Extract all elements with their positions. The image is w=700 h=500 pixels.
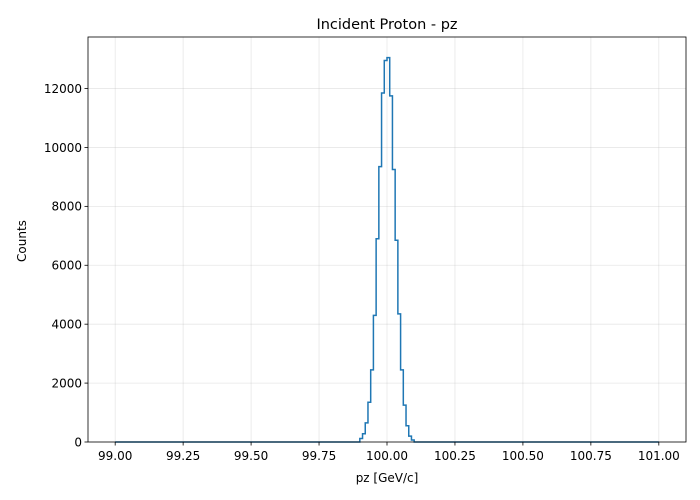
x-tick-label: 100.50 [502, 449, 544, 463]
x-axis-ticks: 99.00 99.25 99.50 99.75 100.00 100.25 100.50 10… [98, 442, 680, 463]
y-tick-label: 2000 [51, 376, 82, 390]
x-tick-label: 99.75 [302, 449, 336, 463]
y-axis-title: Counts [15, 220, 29, 262]
x-tick-label: 100.00 [366, 449, 408, 463]
grid [88, 37, 686, 443]
x-tick-label: 99.25 [166, 449, 200, 463]
y-tick-label: 4000 [51, 317, 82, 331]
x-axis-title: pz [GeV/c] [356, 471, 419, 485]
x-tick-label: 100.25 [434, 449, 476, 463]
y-tick-label: 10000 [44, 141, 82, 155]
x-tick-label: 101.00 [638, 449, 680, 463]
x-tick-label: 100.75 [570, 449, 612, 463]
x-tick-label: 99.50 [234, 449, 268, 463]
y-axis-ticks: 0 2000 4000 6000 8000 10000 12000 [44, 82, 88, 449]
y-tick-label: 12000 [44, 82, 82, 96]
x-tick-label: 99.00 [98, 449, 132, 463]
chart-title: Incident Proton - pz [316, 17, 457, 33]
histogram-step-line [115, 56, 659, 443]
y-tick-label: 8000 [51, 200, 82, 214]
y-tick-label: 6000 [51, 259, 82, 273]
y-tick-label: 0 [74, 435, 82, 449]
